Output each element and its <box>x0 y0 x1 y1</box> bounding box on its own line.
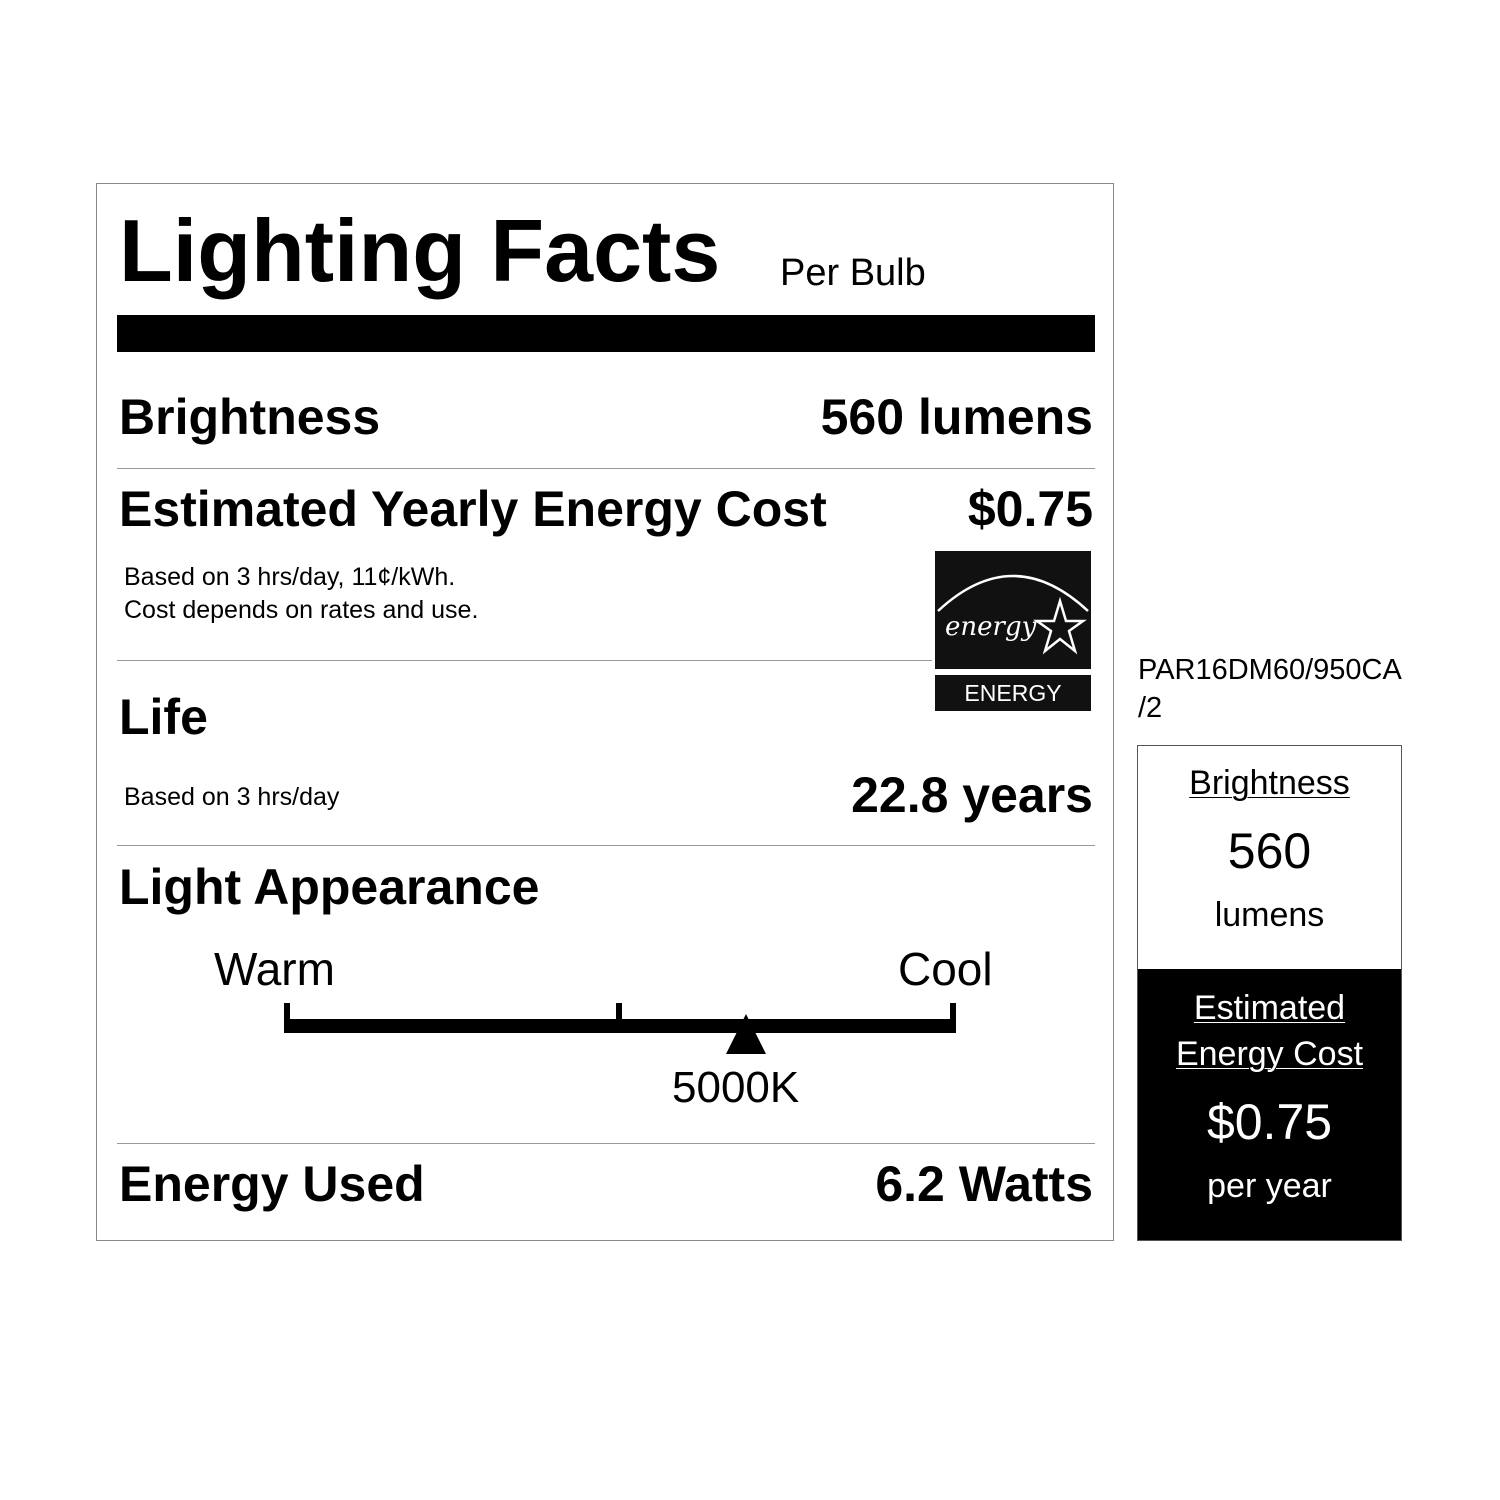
side-cost-box: Estimated Energy Cost $0.75 per year <box>1138 969 1401 1240</box>
side-brightness-value: 560 <box>1227 823 1312 879</box>
temperature-marker <box>725 1014 766 1054</box>
side-brightness-label: Brightness <box>1189 764 1350 802</box>
model-number-line-2: /2 <box>1138 692 1163 724</box>
title-bar <box>117 315 1095 352</box>
divider <box>117 660 932 661</box>
model-number-line-1: PAR16DM60/950CA <box>1138 654 1402 686</box>
energy-script: energy <box>945 612 1037 642</box>
brightness-label: Brightness <box>119 389 381 445</box>
energy-cost-note-2: Cost depends on rates and use. <box>124 596 479 624</box>
brightness-value: 560 lumens <box>820 389 1093 445</box>
energy-star-logo: energy ENERGY STAR <box>935 551 1091 742</box>
energy-cost-value: $0.75 <box>967 481 1093 537</box>
energy-used-label: Energy Used <box>119 1156 425 1212</box>
energy-star-icon: energy <box>935 551 1091 669</box>
color-temperature-scale <box>284 1003 956 1033</box>
temperature-value: 5000K <box>672 1063 800 1112</box>
side-brightness-unit: lumens <box>1214 896 1325 934</box>
life-label: Life <box>119 689 208 745</box>
light-appearance-label: Light Appearance <box>119 859 540 915</box>
summary-panel: Brightness 560 lumens Estimated Energy C… <box>1137 745 1402 1241</box>
warm-label: Warm <box>214 943 335 995</box>
label-title: Lighting Facts <box>119 201 721 300</box>
cool-label: Cool <box>898 943 993 995</box>
energy-cost-note-1: Based on 3 hrs/day, 11¢/kWh. <box>124 563 456 591</box>
divider <box>117 845 1095 846</box>
side-cost-unit: per year <box>1207 1167 1332 1205</box>
energy-star-text: ENERGY STAR <box>935 675 1091 742</box>
divider <box>117 1143 1095 1144</box>
energy-cost-label: Estimated Yearly Energy Cost <box>119 481 827 537</box>
side-cost-label-1: Estimated <box>1193 989 1346 1027</box>
life-note: Based on 3 hrs/day <box>124 783 340 811</box>
energy-used-value: 6.2 Watts <box>875 1156 1093 1212</box>
divider <box>117 468 1095 469</box>
life-value: 22.8 years <box>851 767 1093 823</box>
label-subtitle: Per Bulb <box>780 252 926 294</box>
side-cost-value: $0.75 <box>1206 1094 1333 1150</box>
side-cost-label-2: Energy Cost <box>1175 1035 1364 1073</box>
lighting-facts-label <box>96 183 1114 1241</box>
